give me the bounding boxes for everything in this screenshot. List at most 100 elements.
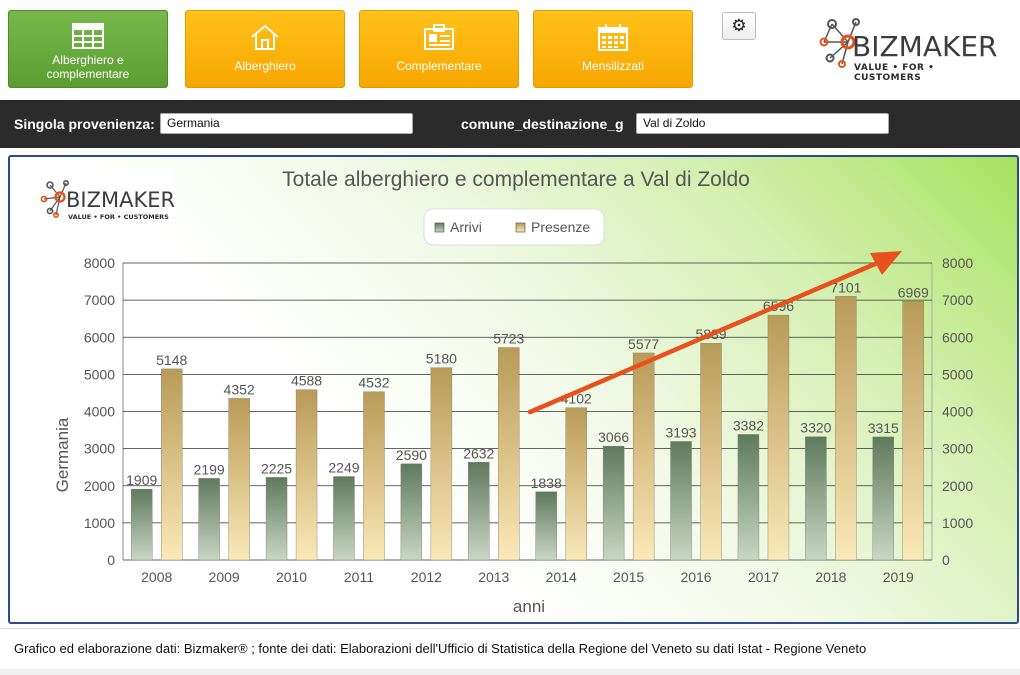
footer: Grafico ed elaborazione dati: Bizmaker® … bbox=[0, 628, 1020, 668]
data-label: 2225 bbox=[261, 460, 292, 476]
y-tick-label-right: 6000 bbox=[942, 329, 973, 345]
bar-presenze bbox=[430, 367, 453, 561]
x-tick-label: 2018 bbox=[815, 569, 846, 585]
x-tick-label: 2017 bbox=[748, 569, 779, 585]
data-label: 2590 bbox=[396, 447, 427, 463]
nav-button-alberghiero[interactable]: Alberghiero bbox=[185, 10, 345, 88]
data-label: 4532 bbox=[358, 375, 389, 391]
y-tick-label-left: 8000 bbox=[84, 255, 115, 271]
y-tick-label-left: 0 bbox=[107, 552, 115, 568]
bar-presenze bbox=[700, 343, 722, 561]
x-tick-label: 2008 bbox=[141, 569, 172, 585]
bar-presenze bbox=[902, 301, 924, 561]
trend-arrow bbox=[527, 251, 902, 415]
gear-icon: ⚙ bbox=[731, 16, 747, 35]
chart-logo-tagline: VALUE • FOR • CUSTOMERS bbox=[68, 213, 169, 221]
bar-arrivi bbox=[468, 462, 490, 561]
bar-chart: BIZMAKER VALUE • FOR • CUSTOMERS Totale … bbox=[32, 168, 973, 616]
y-axis-title: Germania bbox=[53, 417, 72, 492]
bar-arrivi bbox=[872, 436, 894, 561]
x-tick-label: 2014 bbox=[546, 569, 577, 585]
bar-arrivi bbox=[805, 436, 827, 561]
nav-button-label: Mensilizzati bbox=[581, 59, 644, 73]
destinazione-select[interactable]: Val di Zoldo bbox=[636, 113, 889, 134]
chart-bars bbox=[131, 296, 924, 561]
y-tick-label-right: 0 bbox=[942, 552, 950, 568]
bar-presenze bbox=[632, 352, 655, 561]
data-label: 3320 bbox=[800, 420, 831, 436]
legend-swatch-presenze bbox=[515, 222, 526, 233]
y-axis-right: 0 1000 2000 3000 4000 5000 6000 7000 8000 bbox=[942, 255, 973, 568]
bar-arrivi bbox=[198, 478, 220, 561]
logo-tagline: VALUE • FOR • CUSTOMERS bbox=[854, 63, 935, 83]
bar-presenze bbox=[565, 407, 587, 561]
legend-label-arrivi: Arrivi bbox=[450, 219, 482, 235]
y-tick-label-right: 3000 bbox=[942, 441, 973, 457]
x-tick-label: 2019 bbox=[883, 569, 914, 585]
footer-divider bbox=[0, 669, 1020, 675]
chart-logo-word-b: MAKER bbox=[101, 188, 175, 212]
chart-logo: BIZMAKER VALUE • FOR • CUSTOMERS bbox=[32, 169, 175, 233]
logo-word-b: MAKER bbox=[898, 30, 998, 63]
y-tick-label-left: 4000 bbox=[84, 404, 115, 420]
data-label: 2199 bbox=[194, 461, 225, 477]
x-axis-title: anni bbox=[513, 597, 545, 616]
logo-word-a: BIZ bbox=[852, 30, 899, 63]
y-tick-label-right: 2000 bbox=[942, 478, 973, 494]
y-tick-label-right: 4000 bbox=[942, 404, 973, 420]
y-tick-label-left: 5000 bbox=[84, 366, 115, 382]
provenienza-label: Singola provenienza: bbox=[14, 116, 155, 132]
bar-arrivi bbox=[535, 491, 557, 561]
chart-logo-word-a: BIZ bbox=[66, 188, 101, 212]
y-tick-label-right: 1000 bbox=[942, 515, 973, 531]
calendar-icon bbox=[598, 24, 628, 51]
nav-button-label: Alberghiero bbox=[234, 59, 296, 73]
legend-label-presenze: Presenze bbox=[531, 219, 590, 235]
table-icon bbox=[72, 23, 104, 49]
bar-presenze bbox=[767, 314, 790, 561]
filter-bar: Singola provenienza: Germania comune_des… bbox=[0, 100, 1020, 148]
data-label: 4588 bbox=[291, 373, 322, 389]
nav-button-mensilizzati[interactable]: Mensilizzati bbox=[533, 10, 693, 88]
top-bar: Alberghiero e complementare Alberghiero … bbox=[0, 0, 1020, 100]
provenienza-select[interactable]: Germania bbox=[160, 113, 413, 134]
data-label: 5723 bbox=[493, 331, 524, 347]
data-label: 1838 bbox=[531, 475, 562, 491]
x-tick-label: 2011 bbox=[344, 569, 374, 585]
bar-arrivi bbox=[131, 488, 153, 561]
bizmaker-logo: BIZMAKER VALUE • FOR • CUSTOMERS bbox=[818, 16, 998, 83]
data-label: 7101 bbox=[830, 279, 861, 295]
y-tick-label-left: 3000 bbox=[84, 441, 115, 457]
nav-button-complementare[interactable]: Complementare bbox=[359, 10, 519, 88]
data-label: 2249 bbox=[328, 460, 359, 476]
chart-grid bbox=[122, 262, 933, 561]
y-tick-label-left: 7000 bbox=[84, 292, 115, 308]
bar-presenze bbox=[228, 398, 250, 561]
nav-button-alberghiero-complementare[interactable]: Alberghiero e complementare bbox=[8, 10, 168, 88]
destinazione-label: comune_destinazione_g bbox=[461, 116, 624, 132]
bar-presenze bbox=[161, 368, 183, 561]
x-axis: 2008 2009 2010 2011 2012 2013 2014 2015 2016 2017… bbox=[141, 569, 914, 585]
bar-presenze bbox=[295, 389, 318, 561]
data-label: 1909 bbox=[126, 472, 157, 488]
data-label: 5577 bbox=[628, 336, 659, 352]
x-tick-label: 2015 bbox=[613, 569, 644, 585]
y-tick-label-left: 2000 bbox=[84, 478, 115, 494]
svg-text:BIZMAKER: BIZMAKER bbox=[66, 188, 175, 212]
house-icon bbox=[251, 24, 279, 50]
data-label: 4352 bbox=[224, 381, 255, 397]
settings-button[interactable]: ⚙ bbox=[722, 12, 756, 40]
bar-arrivi bbox=[400, 463, 423, 561]
data-label: 3315 bbox=[868, 420, 899, 436]
bar-arrivi bbox=[602, 445, 625, 561]
x-tick-label: 2013 bbox=[478, 569, 509, 585]
bar-arrivi bbox=[737, 434, 760, 561]
bar-presenze bbox=[363, 391, 385, 561]
y-tick-label-left: 6000 bbox=[84, 329, 115, 345]
nav-button-label: Alberghiero e complementare bbox=[46, 53, 130, 81]
y-tick-label-right: 5000 bbox=[942, 366, 973, 382]
data-label: 3193 bbox=[665, 424, 696, 440]
chart-panel: BIZMAKER VALUE • FOR • CUSTOMERS Totale … bbox=[8, 155, 1019, 624]
network-logo-icon bbox=[819, 18, 860, 68]
bar-arrivi bbox=[265, 477, 288, 561]
